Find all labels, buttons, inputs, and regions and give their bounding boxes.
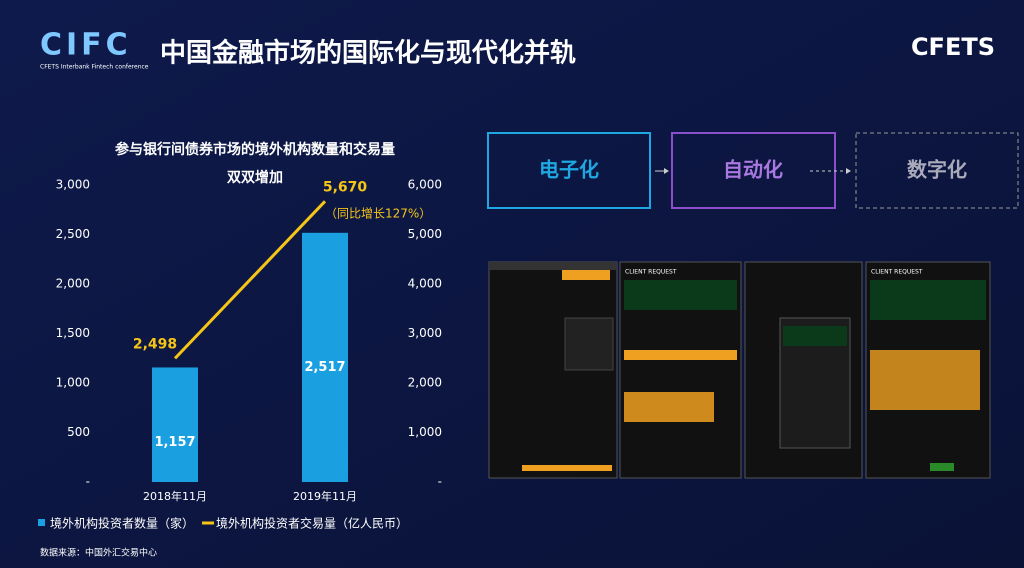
chart: 参与银行间债券市场的境外机构数量和交易量 双双增加 （同比增长127%） - 50… [38,141,442,531]
value-label: 1,157 [154,435,195,450]
y2-tick-label: 2,000 [408,376,442,390]
y-tick-label: 500 [67,425,90,439]
y-tick-label: 2,000 [56,277,90,291]
screen-menu [564,317,614,371]
y-tick-label: 1,000 [56,376,90,390]
value-label: 2,498 [133,336,177,352]
arrow-head [846,168,851,174]
flow-box [855,132,1019,209]
slide-title: 中国金融市场的国际化与现代化并轨 [160,38,576,69]
screen-panel [624,280,737,310]
bar [152,367,198,482]
screen-input [522,465,612,471]
source: 数据来源：中国外汇交易中心 [40,547,157,559]
logo: CIFC [40,28,132,63]
brand: CFETS [911,33,995,61]
screen-title: CLIENT REQUEST [625,269,677,276]
screen-tab [562,270,610,280]
value-label: 5,670 [323,179,368,195]
screenshots: CLIENT REQUEST CLIENT REQUEST [488,261,991,479]
screen-panel [870,280,986,320]
y2-tick-label: 4,000 [408,277,442,291]
logo-sub: CFETS Interbank Fintech conference [40,64,149,71]
screen-panel [783,326,847,346]
chart-title: 参与银行间债券市场的境外机构数量和交易量 [115,141,395,158]
screen-fields [624,392,714,422]
y-tick-label: 1,500 [56,326,90,340]
y2-tick-label: 3,000 [408,326,442,340]
flow-step: 自动化 [723,158,783,182]
arrow-head [664,168,669,174]
flow-box [487,132,651,209]
legend-label: 境外机构投资者数量（家） [50,516,194,531]
screen-button [930,463,954,471]
screen-field [624,350,737,360]
annotation: （同比增长127%） [325,207,431,221]
y-tick-label: 3,000 [56,178,90,192]
flow-step: 电子化 [539,158,599,182]
y-tick-label: - [86,475,90,489]
flow-step: 数字化 [907,158,967,182]
y2-tick-label: - [438,475,442,489]
y-tick-label: 2,500 [56,227,90,241]
value-label: 2,517 [304,360,345,375]
y2-tick-label: 1,000 [408,425,442,439]
legend-label: 境外机构投资者交易量（亿人民币） [216,516,408,531]
y2-tick-label: 6,000 [408,178,442,192]
screen-title: CLIENT REQUEST [871,269,923,276]
legend-swatch [38,519,45,526]
y2-tick-label: 5,000 [408,227,442,241]
line [173,200,327,360]
screen-fields [870,350,980,410]
bar [302,232,348,482]
x-tick-label: 2019年11月 [293,489,357,503]
x-tick-label: 2018年11月 [143,489,207,503]
screen-bar [489,262,617,270]
chart-subtitle: 双双增加 [227,169,283,186]
